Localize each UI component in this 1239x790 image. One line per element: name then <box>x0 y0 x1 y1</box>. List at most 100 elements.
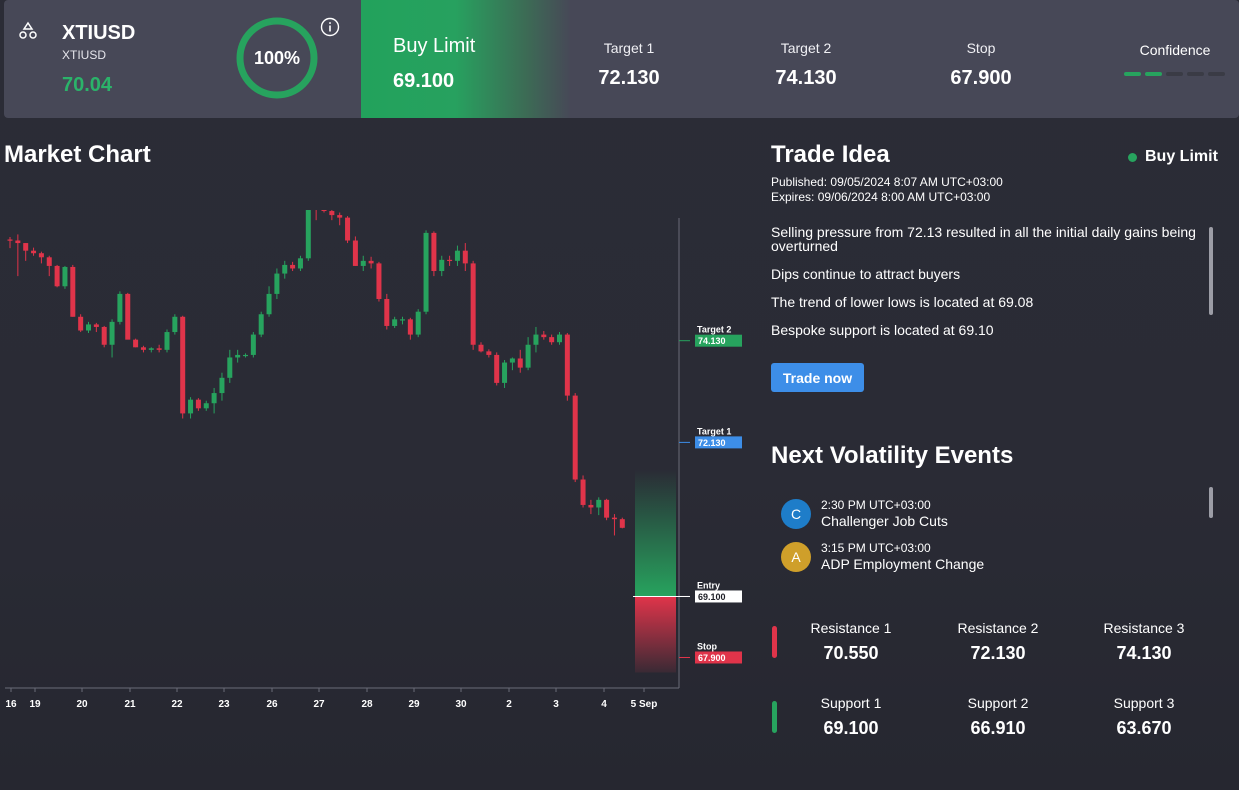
resistance-value: 70.550 <box>823 643 879 663</box>
symbol-title: XTIUSD <box>62 22 136 44</box>
instrument-icon <box>19 21 37 39</box>
stop-value: 67.900 <box>950 67 1012 89</box>
expires-date: 09/06/2024 8:00 AM UTC+03:00 <box>817 190 991 204</box>
candle-body <box>235 354 241 358</box>
candle-body <box>117 293 123 322</box>
x-tick-label: 19 <box>29 699 41 710</box>
confidence-segment <box>1166 72 1183 76</box>
candle-body <box>188 399 194 414</box>
confidence-label: Confidence <box>1139 42 1211 58</box>
level-name: Entry <box>697 580 720 590</box>
candle-body <box>462 250 468 264</box>
level-value: 69.100 <box>698 592 726 602</box>
x-tick-label: 22 <box>171 699 183 710</box>
volatility-event[interactable]: A 3:15 PM UTC+03:00 ADP Employment Chang… <box>781 541 984 572</box>
candle-body <box>541 334 547 338</box>
candle-body <box>439 259 445 272</box>
info-icon[interactable] <box>320 17 340 37</box>
target2-value: 74.130 <box>775 67 837 89</box>
candle-body <box>250 334 256 355</box>
trade-idea-title: Trade Idea <box>771 141 890 168</box>
support-2: Support 2 66.910 <box>933 695 1063 739</box>
candle-body <box>23 243 29 251</box>
candle-body <box>502 362 508 383</box>
candle-body <box>203 403 209 409</box>
confidence-segment <box>1208 72 1225 76</box>
level-tag <box>695 334 742 347</box>
resistance-indicator <box>772 626 777 658</box>
candle-body <box>486 351 492 355</box>
confidence-segment <box>1145 72 1162 76</box>
level-value: 67.900 <box>698 653 726 663</box>
support-value: 69.100 <box>823 718 879 738</box>
trade-idea-point: Selling pressure from 72.13 resulted in … <box>771 224 1196 254</box>
support-label: Support 1 <box>820 695 882 711</box>
x-tick-label: 26 <box>266 699 278 710</box>
volatility-event[interactable]: C 2:30 PM UTC+03:00 Challenger Job Cuts <box>781 498 948 529</box>
candle-body <box>219 377 225 394</box>
probability-value: 100% <box>253 47 301 68</box>
candle-body <box>86 324 91 331</box>
candle-body <box>415 311 421 335</box>
support-indicator <box>772 701 777 733</box>
candle-body <box>423 232 429 312</box>
x-tick-label: 23 <box>218 699 230 710</box>
candle-body <box>258 314 264 335</box>
target1-label: Target 1 <box>603 40 655 56</box>
level-tag <box>695 590 742 603</box>
candle-body <box>431 232 437 272</box>
support-value: 66.910 <box>970 718 1026 738</box>
candle-body <box>376 263 382 299</box>
x-tick-label: 3 <box>553 699 559 710</box>
candle-body <box>109 321 115 345</box>
candle-body <box>62 266 68 287</box>
stop-label: Stop <box>966 40 996 56</box>
resistance-1: Resistance 1 70.550 <box>786 620 916 664</box>
target1-metric: Target 1 72.130 <box>569 40 689 90</box>
candle-body <box>38 253 44 258</box>
market-chart[interactable]: Target 274.130 Target 1 72.130 Entry 69.100 S… <box>0 210 760 720</box>
candle-body <box>509 358 515 363</box>
market-chart-title: Market Chart <box>4 141 151 168</box>
candle-body <box>243 354 248 357</box>
candle-body <box>478 344 484 352</box>
trade-idea-point: Dips continue to attract buyers <box>771 266 961 282</box>
published-label: Published: <box>771 175 828 189</box>
x-tick-label: 30 <box>455 699 467 710</box>
support-1: Support 1 69.100 <box>786 695 916 739</box>
x-tick-label: 28 <box>361 699 373 710</box>
confidence-segment <box>1187 72 1204 76</box>
candle-body <box>619 519 625 528</box>
candle-body <box>15 240 21 244</box>
trade-idea-points: Selling pressure from 72.13 resulted in … <box>771 225 1201 351</box>
candle-body <box>156 348 162 350</box>
x-tick-label: 20 <box>76 699 88 710</box>
candle-body <box>447 259 453 262</box>
trade-now-button[interactable]: Trade now <box>771 363 864 392</box>
level-name: Target 1 <box>697 426 731 436</box>
level-name: Target 2 <box>697 325 731 335</box>
volatility-title: Next Volatility Events <box>771 442 1014 469</box>
candle-body <box>321 210 327 212</box>
candle-body <box>282 264 288 274</box>
level-tag <box>695 651 742 664</box>
event-name: Challenger Job Cuts <box>821 513 948 529</box>
candle-body <box>7 239 13 241</box>
candle-body <box>407 319 413 335</box>
target2-metric: Target 2 74.130 <box>746 40 866 90</box>
stop-zone <box>635 596 676 673</box>
probability-ring <box>236 17 318 99</box>
x-tick-label: 5 Sep <box>631 699 658 710</box>
level-tag <box>695 436 742 449</box>
volatility-scrollbar[interactable] <box>1209 487 1213 518</box>
candle-body <box>195 399 201 409</box>
resistance-value: 74.130 <box>1116 643 1172 663</box>
event-initial-icon: C <box>781 498 811 529</box>
candle-body <box>580 479 586 505</box>
trade-idea-scrollbar[interactable] <box>1209 227 1213 315</box>
candle-body <box>70 266 76 317</box>
trade-idea-point: Bespoke support is located at 69.10 <box>771 322 994 338</box>
candle-body <box>337 215 343 218</box>
candle-body <box>172 316 178 333</box>
volatility-event-list[interactable]: C 2:30 PM UTC+03:00 Challenger Job Cuts … <box>771 490 1211 572</box>
